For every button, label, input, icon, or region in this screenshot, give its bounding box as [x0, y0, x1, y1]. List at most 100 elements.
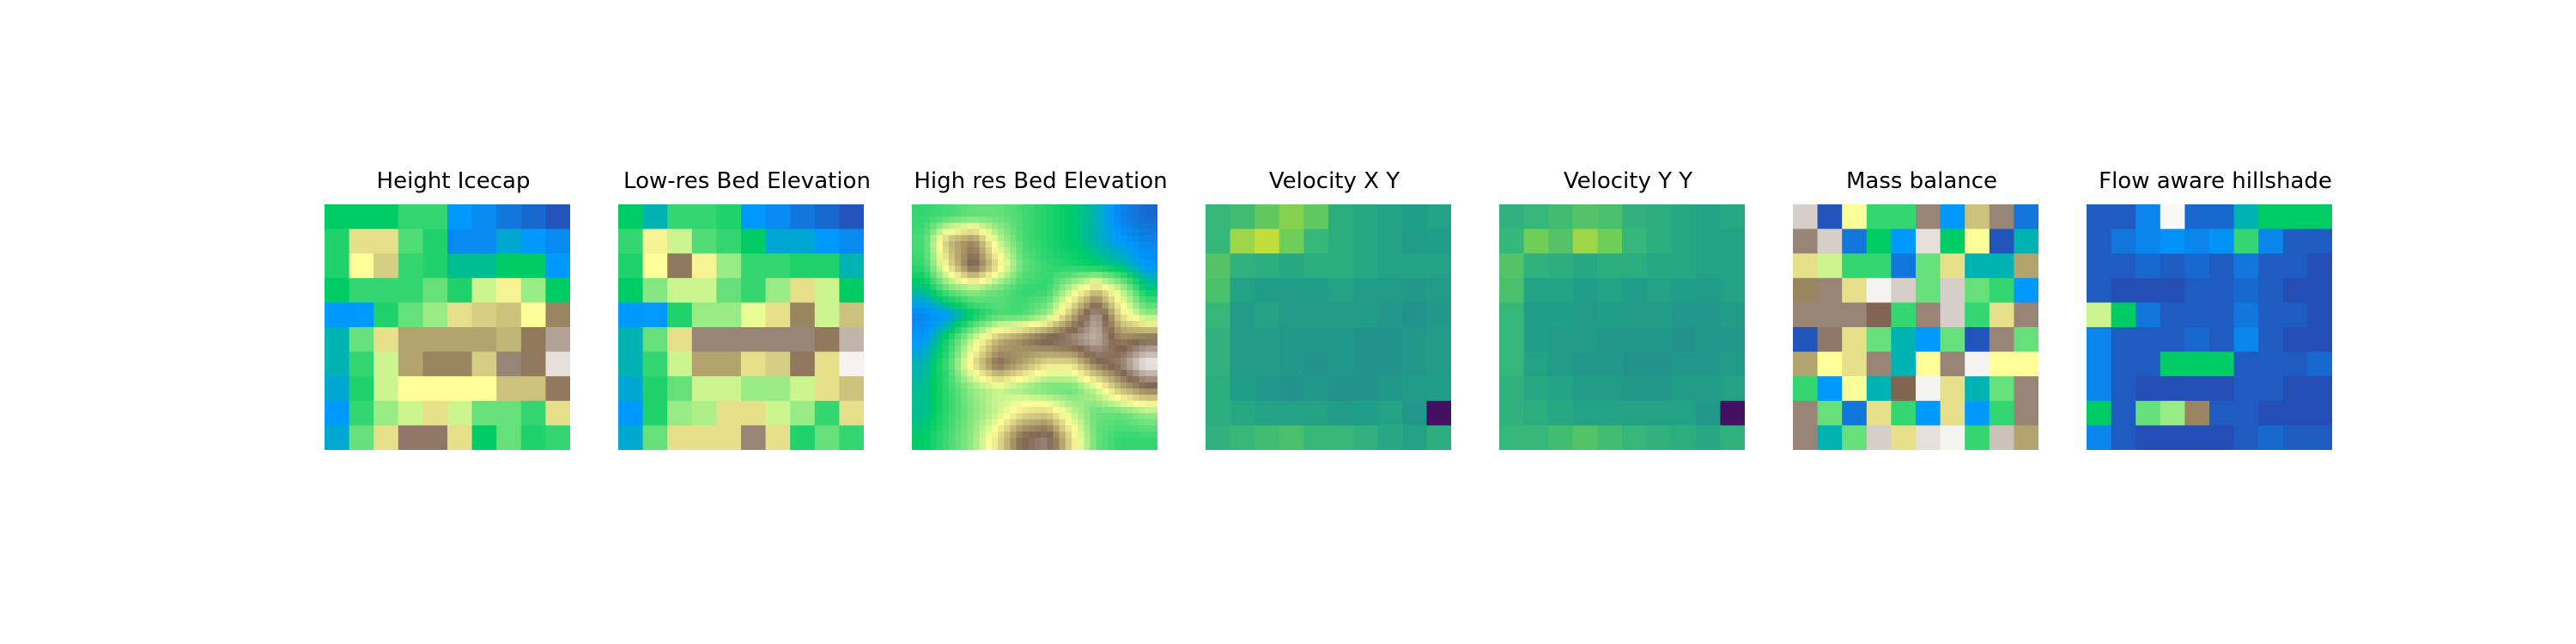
heatmap-cell	[790, 277, 816, 303]
heatmap-cell	[1133, 247, 1140, 254]
heatmap-cell	[1035, 443, 1042, 450]
heatmap-cell	[1004, 240, 1011, 248]
heatmap-cell	[1102, 406, 1109, 414]
heatmap-cell	[1548, 204, 1574, 230]
heatmap-cell	[1114, 283, 1121, 291]
heatmap-cell	[2233, 277, 2259, 303]
heatmap-cell	[1279, 400, 1304, 426]
heatmap-cell	[942, 394, 950, 402]
heatmap-cell	[1916, 204, 1941, 230]
heatmap-cell	[1065, 345, 1072, 353]
heatmap-cell	[1145, 431, 1152, 439]
heatmap-cell	[1139, 400, 1146, 408]
heatmap-cell	[1114, 437, 1121, 445]
heatmap-cell	[1133, 228, 1140, 236]
heatmap-cell	[961, 302, 968, 310]
heatmap-cell	[998, 419, 1005, 426]
heatmap-cell	[1090, 271, 1097, 279]
heatmap-cell	[1121, 210, 1127, 217]
heatmap-cell	[1090, 240, 1097, 248]
heatmap-cell	[991, 320, 999, 328]
heatmap-cell	[1022, 296, 1030, 303]
heatmap-cell	[967, 296, 975, 303]
heatmap-cell	[985, 437, 993, 445]
heatmap-cell	[1671, 327, 1697, 353]
heatmap-cell	[918, 443, 925, 450]
heatmap-cell	[985, 413, 993, 420]
heatmap-cell	[2307, 400, 2332, 426]
heatmap-cell	[1401, 400, 1427, 426]
heatmap-cell	[918, 376, 925, 383]
chart-title: Height Icecap	[376, 168, 531, 194]
heatmap-cell	[1151, 363, 1157, 371]
heatmap-cell	[349, 204, 374, 230]
heatmap-cell	[1004, 333, 1011, 340]
heatmap-cell	[973, 333, 981, 340]
heatmap-cell	[1047, 382, 1054, 390]
heatmap-cell	[1230, 351, 1255, 377]
heatmap-cell	[961, 437, 968, 445]
heatmap-cell	[1377, 376, 1403, 402]
heatmap-cell	[924, 400, 932, 408]
heatmap-cell	[1084, 283, 1091, 291]
heatmap-cell	[1084, 302, 1091, 310]
heatmap-cell	[1004, 413, 1011, 420]
heatmap-cell	[1053, 314, 1060, 322]
heatmap-cell	[1004, 296, 1011, 303]
heatmap-cell	[667, 204, 693, 230]
heatmap-cell	[447, 425, 473, 450]
heatmap-cell	[2307, 376, 2332, 402]
heatmap-cell	[1071, 240, 1078, 248]
heatmap-cell	[1328, 376, 1354, 402]
heatmap-cell	[1028, 234, 1036, 242]
heatmap-cell	[1016, 290, 1024, 297]
heatmap-cell	[2087, 228, 2112, 254]
heatmap-cell	[967, 394, 975, 402]
heatmap-cell	[1720, 351, 1745, 377]
heatmap-cell	[1114, 216, 1121, 224]
heatmap-cell	[942, 290, 950, 297]
heatmap-cell	[2307, 277, 2332, 303]
heatmap-cell	[1047, 425, 1054, 433]
heatmap-cell	[973, 247, 981, 254]
heatmap-cell	[1041, 357, 1048, 365]
heatmap-cell	[1127, 333, 1133, 340]
heatmap-cell	[918, 210, 925, 217]
heatmap-cell	[1303, 228, 1329, 254]
heatmap-cell	[1377, 277, 1403, 303]
heatmap-cell	[1022, 345, 1030, 353]
heatmap-cell	[2111, 376, 2136, 402]
heatmap-cell	[2209, 253, 2235, 279]
heatmap-cell	[1127, 308, 1133, 316]
heatmap-cell	[973, 370, 981, 377]
heatmap-cell	[948, 240, 956, 248]
heatmap-cell	[967, 370, 975, 377]
heatmap-cell	[2258, 228, 2284, 254]
heatmap-cell	[398, 400, 423, 426]
heatmap-cell	[2209, 400, 2235, 426]
heatmap-cell	[1047, 320, 1054, 328]
heatmap-cell	[790, 228, 816, 254]
heatmap-cell	[936, 363, 944, 371]
heatmap-cell	[967, 339, 975, 347]
heatmap-cell	[2258, 425, 2284, 450]
heatmap-cell	[998, 339, 1005, 347]
heatmap-cell	[1695, 302, 1721, 328]
heatmap-cell	[667, 253, 693, 279]
heatmap-cell	[2160, 253, 2185, 279]
heatmap-cell	[930, 351, 938, 359]
heatmap-cell	[1817, 204, 1843, 230]
heatmap-cell	[930, 425, 938, 433]
heatmap-cell	[1133, 339, 1140, 347]
heatmap-cell	[1133, 290, 1140, 297]
heatmap-cell	[642, 351, 668, 377]
heatmap-cell	[991, 290, 999, 297]
heatmap-cell	[1028, 382, 1036, 390]
heatmap-cell	[2184, 204, 2210, 230]
heatmap-cell	[1352, 277, 1378, 303]
heatmap-cell	[1071, 216, 1078, 224]
heatmap-cell	[1145, 400, 1152, 408]
heatmap-cell	[691, 425, 717, 450]
heatmap-cell	[991, 283, 999, 291]
heatmap-cell	[398, 351, 423, 377]
